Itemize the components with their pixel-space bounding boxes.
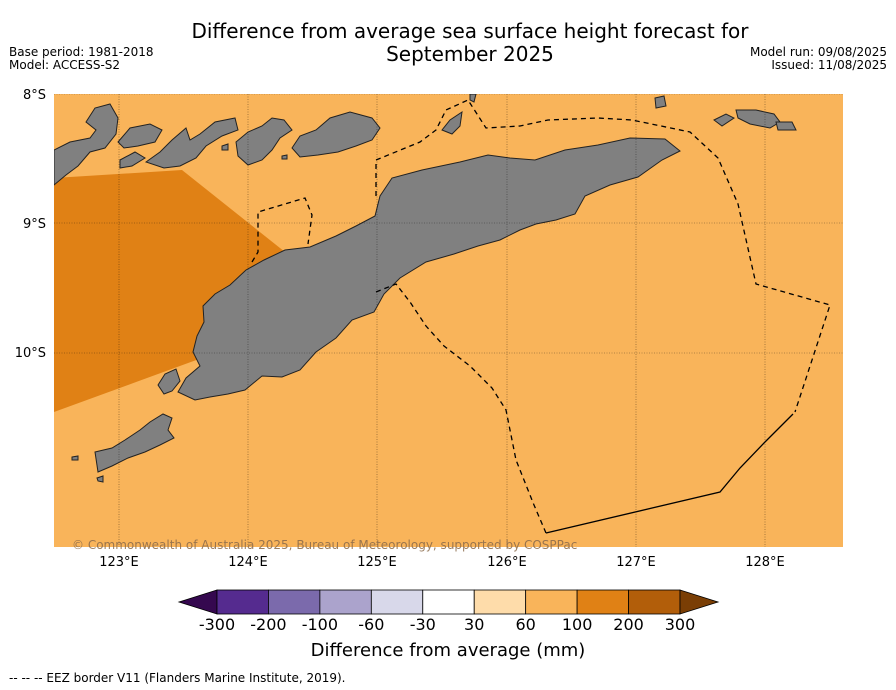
eez-border-southeast <box>545 413 794 534</box>
map-panel <box>54 94 843 547</box>
land-babar <box>735 109 781 129</box>
model-name: Model: ACCESS-S2 <box>9 58 121 72</box>
land-adonara <box>117 123 163 149</box>
lon-label-126e: 126°E <box>487 555 527 570</box>
eez-border-oecusse <box>251 197 313 263</box>
colorbar-segment <box>370 589 424 615</box>
colorbar-tick-label: 200 <box>613 615 644 634</box>
land-semau <box>157 368 181 395</box>
lon-label-123e: 123°E <box>99 555 139 570</box>
land-pantar <box>235 117 293 166</box>
colorbar-extend-low <box>177 589 218 615</box>
issued-date: Issued: 11/08/2025 <box>771 58 887 72</box>
colorbar-tick-label: 300 <box>664 615 696 634</box>
lat-label-8s: 8°S <box>23 88 46 103</box>
land-romang <box>654 95 667 109</box>
land-wetar <box>441 110 463 135</box>
land-islet <box>71 455 79 461</box>
land-timor <box>177 137 681 401</box>
colorbar-tick-label: 60 <box>515 615 536 634</box>
land-ndao <box>96 475 104 483</box>
meta-left: Base period: 1981-2018 Model: ACCESS-S2 <box>9 46 154 72</box>
lon-label-125e: 125°E <box>357 555 397 570</box>
colorbar-segment <box>576 589 629 615</box>
land-lembata <box>144 117 239 169</box>
colorbar-segment <box>525 589 578 615</box>
colorbar-tick-label: 100 <box>561 615 593 634</box>
colorbar-tick-label: -30 <box>409 615 436 634</box>
colorbar-segment <box>216 589 269 615</box>
land-small-islet <box>221 143 229 151</box>
land-sermata <box>775 121 797 131</box>
lat-label-10s: 10°S <box>15 346 46 361</box>
land-solor <box>119 151 146 169</box>
land-small-islet <box>281 154 288 160</box>
land-damar <box>713 113 735 127</box>
colorbar-segment <box>628 589 681 615</box>
land-flores-east <box>54 103 119 186</box>
land-islet-north <box>469 94 477 103</box>
model-run: Model run: 09/08/2025 <box>749 45 887 59</box>
graticule <box>54 94 843 547</box>
eez-footnote: -- -- -- EEZ border V11 (Flanders Marine… <box>9 671 346 685</box>
lat-label-9s: 9°S <box>23 217 46 232</box>
lon-label-128e: 128°E <box>745 555 785 570</box>
lon-label-124e: 124°E <box>228 555 268 570</box>
title-line-2: September 2025 <box>386 42 554 66</box>
colorbar-title: Difference from average (mm) <box>310 640 586 661</box>
copyright-credit: © Commonwealth of Australia 2025, Bureau… <box>72 538 578 552</box>
colorbar-extend-high <box>679 589 720 615</box>
colorbar-tick-label: -100 <box>301 615 339 634</box>
colorbar-segment <box>319 589 372 615</box>
colorbar-tick-label: -200 <box>250 615 287 634</box>
colorbar-tick-label: -300 <box>198 615 236 634</box>
land-alor <box>291 111 381 158</box>
map-title: Difference from average sea surface heig… <box>170 20 770 66</box>
eez-border-north <box>375 99 831 413</box>
eez-borders <box>251 99 831 534</box>
ocean-anomaly-100-200 <box>54 170 285 412</box>
colorbar <box>177 589 720 615</box>
colorbar-segment <box>422 589 475 615</box>
title-line-1: Difference from average sea surface heig… <box>191 19 749 43</box>
colorbar-tick-label: 30 <box>464 615 485 634</box>
lon-label-127e: 127°E <box>616 555 656 570</box>
colorbar-segment <box>473 589 527 615</box>
colorbar-segment <box>268 589 321 615</box>
eez-border-south <box>375 283 547 534</box>
land-rote <box>94 413 175 473</box>
colorbar-tick-label: -60 <box>358 615 385 634</box>
meta-right: Model run: 09/08/2025 Issued: 11/08/2025 <box>750 46 887 72</box>
base-period: Base period: 1981-2018 <box>9 45 154 59</box>
